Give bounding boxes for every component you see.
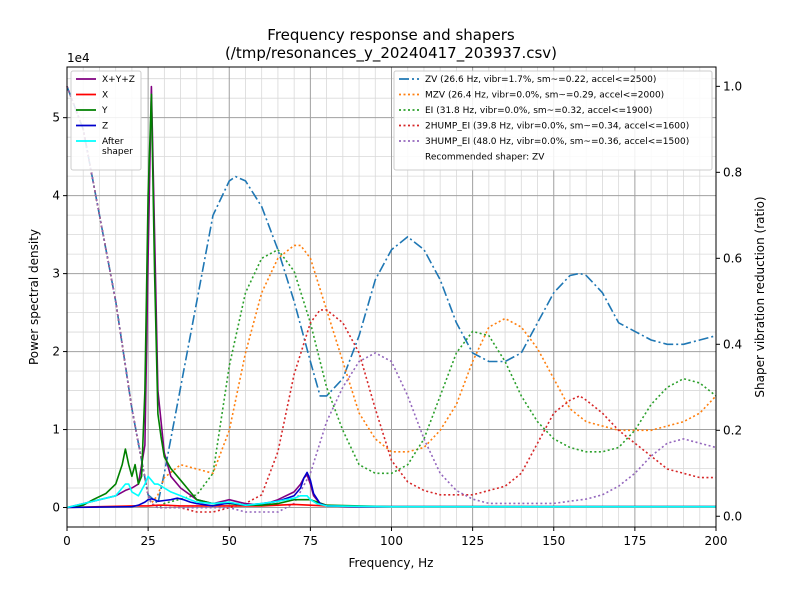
psd-series-line	[66, 471, 716, 509]
x-tick-label: 175	[623, 534, 646, 548]
y2-tick-label: 0.0	[723, 509, 742, 523]
y-tick-label: 0	[52, 501, 60, 515]
x-tick-label: 125	[461, 534, 484, 548]
shaper-legend-label: 2HUMP_EI (39.8 Hz, vibr=0.0%, sm~=0.34, …	[425, 122, 689, 132]
psd-legend-box	[70, 70, 142, 171]
psd-legend-label: After	[102, 137, 124, 147]
chart-subtitle: (/tmp/resonances_y_20240417_203937.csv)	[225, 44, 557, 63]
x-tick-label: 0	[63, 534, 71, 548]
x-tick-label: 50	[222, 534, 237, 548]
y2-tick-label: 0.6	[723, 251, 742, 265]
y2-tick-label: 0.4	[723, 337, 742, 351]
y-tick-label: 5	[52, 111, 60, 125]
psd-legend-label: X	[102, 91, 108, 101]
y2-tick-label: 1.0	[723, 79, 742, 93]
psd-legend-label: X+Y+Z	[102, 75, 135, 85]
x-tick-label: 75	[303, 534, 318, 548]
shaper-series-line	[66, 86, 717, 513]
psd-series-line	[66, 93, 716, 509]
y2-axis-label: Shaper vibration reduction (ratio)	[753, 196, 767, 397]
x-axis-label: Frequency, Hz	[349, 556, 434, 570]
psd-legend-label: shaper	[102, 147, 133, 157]
shaper-legend-label: MZV (26.4 Hz, vibr=0.0%, sm~=0.29, accel…	[425, 91, 664, 101]
y2-tick-label: 0.8	[723, 165, 742, 179]
x-tick-label: 200	[705, 534, 728, 548]
shaper-legend-label: EI (31.8 Hz, vibr=0.0%, sm~=0.32, accel<…	[425, 106, 652, 116]
shaper-series-line	[66, 86, 717, 505]
y-tick-label: 3	[52, 267, 60, 281]
y2-tick-label: 0.2	[723, 423, 742, 437]
shaper-series-line	[66, 86, 716, 513]
y-tick-label: 1	[52, 423, 60, 437]
shaper-legend-box	[393, 70, 713, 171]
x-tick-label: 150	[542, 534, 565, 548]
recommended-shaper-label: Recommended shaper: ZV	[425, 153, 545, 163]
psd-legend-label: Z	[102, 122, 108, 132]
y-axis-label: Power spectral density	[27, 229, 41, 365]
psd-series-line	[66, 475, 716, 509]
y-tick-label: 2	[52, 345, 60, 359]
x-tick-label: 25	[140, 534, 155, 548]
y-tick-label: 4	[52, 189, 60, 203]
shaper-legend-label: 3HUMP_EI (48.0 Hz, vibr=0.0%, sm~=0.36, …	[425, 137, 689, 147]
shaper-legend-label: ZV (26.6 Hz, vibr=1.7%, sm~=0.22, accel<…	[425, 75, 656, 85]
plot-area: 0 25 50 75 100 125 150 175 200 0 1 2 3 4 5 0.0 0.2 0.4 0.6…	[52, 66, 742, 548]
y-offset-label: 1e4	[67, 51, 90, 65]
psd-legend-label: Y	[101, 106, 108, 116]
chart-title: Frequency response and shapers	[267, 26, 515, 44]
x-tick-label: 100	[380, 534, 403, 548]
